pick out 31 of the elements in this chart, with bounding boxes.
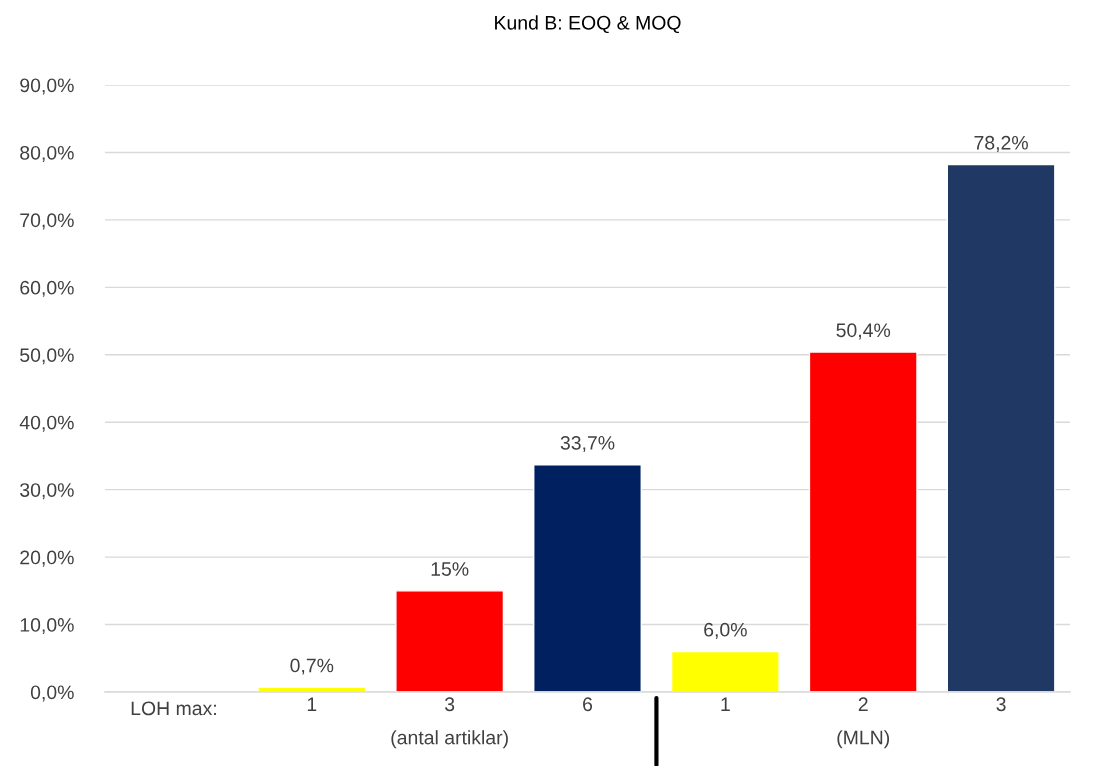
y-tick-label: 90,0% — [20, 78, 74, 95]
x-tick-label: 3 — [996, 697, 1006, 712]
y-tick-label: 70,0% — [20, 213, 74, 230]
x-tick-label: 1 — [307, 697, 317, 711]
y-tick-label: 60,0% — [20, 280, 74, 297]
data-label: 15% — [431, 562, 469, 576]
y-tick-label: 0,0% — [30, 685, 74, 702]
y-tick-label: 80,0% — [20, 145, 74, 162]
y-tick-label: 10,0% — [20, 618, 74, 635]
y-tick-label: 30,0% — [20, 483, 74, 500]
bar — [808, 351, 918, 692]
data-label: 50,4% — [836, 323, 891, 340]
x-axis-title: LOH max: — [131, 701, 216, 716]
data-label: 0,7% — [290, 658, 334, 675]
bar — [946, 163, 1056, 692]
y-tick-label: 50,0% — [20, 348, 74, 365]
text: (MLN) — [837, 730, 890, 749]
x-tick-label: 3 — [444, 697, 455, 712]
data-label: 6,0% — [704, 622, 747, 639]
bar — [670, 650, 780, 692]
chart-title: Kund B: EOQ & MOQ — [495, 15, 681, 34]
bar — [533, 464, 642, 692]
x-tick-label: 1 — [721, 697, 730, 711]
data-label: 33,7% — [560, 435, 615, 453]
text: (antal artiklar) — [391, 730, 508, 749]
y-tick-label: 40,0% — [19, 415, 74, 432]
data-label: 78,2% — [974, 135, 1028, 152]
x-tick-label: 2 — [858, 697, 868, 711]
bar — [395, 590, 505, 692]
x-tick-label: 6 — [583, 697, 593, 712]
y-tick-label: 20,0% — [20, 550, 74, 567]
